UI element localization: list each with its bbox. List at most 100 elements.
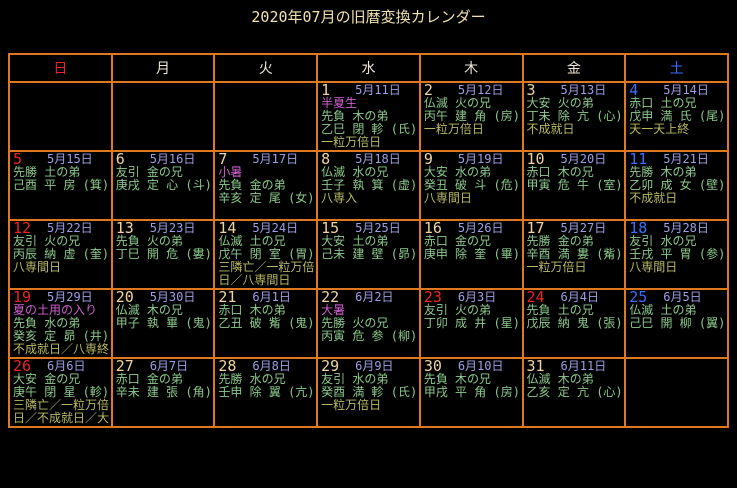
day-number: 9 bbox=[423, 151, 433, 168]
day-cell-11: 11 5月21日 先勝 木の弟 乙卯 成 女 (壁) 不成就日 bbox=[624, 150, 729, 221]
day-header-line: 22 6月2日 bbox=[321, 289, 418, 306]
day-header-line: 20 5月30日 bbox=[116, 290, 213, 305]
empty-day-cell bbox=[8, 81, 113, 152]
lunar-calendar-table: 日 月 火 水 木 金 土 1 5月11日 半夏生 先負 木の弟 乙巳 閉 軫 (氏) 一… bbox=[8, 53, 729, 428]
rokuyo-line: 先負 木の弟 bbox=[321, 109, 389, 123]
calendar-week-row: 12 5月22日 友引 火の兄 丙辰 納 虚 (奎) 八専間日 13 5月23日 先負 火の弟… bbox=[8, 219, 729, 290]
day-number: 11 bbox=[629, 151, 648, 168]
eto-line: 辛未 建 張 (角) bbox=[115, 385, 212, 399]
calendar-week-row: 5 5月15日 先勝 土の弟 己酉 平 房 (箕) 6 5月16日 友引 金の兄 庚戌 定 心… bbox=[8, 150, 729, 221]
day-header-line: 6 5月16日 bbox=[115, 151, 213, 168]
lunar-date: 6月5日 bbox=[663, 290, 702, 304]
day-header-line: 25 6月5日 bbox=[629, 289, 726, 306]
eto-line: 癸酉 満 軫 (氏) bbox=[321, 385, 418, 399]
day-header-line: 13 5月23日 bbox=[116, 221, 213, 236]
rokuyo-line: 先負 土の兄 bbox=[526, 303, 594, 317]
calendar-week-row: 26 6月6日 大安 金の兄 庚午 閉 星 (軫) 三隣亡／一粒万倍日／不成就日／大 27… bbox=[8, 357, 729, 428]
day-number: 6 bbox=[115, 151, 125, 168]
day-header-line: 29 6月9日 bbox=[321, 358, 418, 375]
rokuyo-line: 友引 金の兄 bbox=[115, 165, 183, 179]
lunar-date: 5月22日 bbox=[47, 221, 93, 235]
day-number: 10 bbox=[526, 151, 545, 168]
day-header-line: 14 5月24日 bbox=[218, 222, 315, 236]
lunar-date: 6月11日 bbox=[560, 359, 607, 373]
rokuyo-line: 先勝 水の兄 bbox=[218, 372, 286, 386]
eto-line: 壬申 除 翼 (亢) bbox=[218, 385, 315, 399]
rokuyo-line: 友引 火の弟 bbox=[423, 303, 492, 317]
lunar-date: 5月28日 bbox=[663, 221, 709, 235]
day-number: 4 bbox=[629, 82, 639, 99]
lunar-date: 5月17日 bbox=[252, 152, 299, 166]
day-header-line: 17 5月27日 bbox=[526, 220, 624, 237]
day-cell-2: 2 5月12日 仏滅 火の兄 丙午 建 角 (房) 一粒万倍日 bbox=[418, 81, 524, 152]
lunar-date: 5月23日 bbox=[149, 221, 196, 235]
day-number: 15 bbox=[321, 220, 340, 237]
weekday-fri: 金 bbox=[521, 53, 627, 83]
weekday-thu: 木 bbox=[418, 53, 524, 83]
day-cell-4: 4 5月14日 赤口 土の兄 戊申 満 氏 (尾) 天一天上終 bbox=[624, 81, 729, 152]
eto-line: 戊申 満 氏 (尾) bbox=[629, 109, 726, 123]
day-number: 7 bbox=[218, 151, 228, 168]
day-number: 17 bbox=[526, 220, 545, 237]
lunar-date: 5月11日 bbox=[355, 83, 401, 97]
day-header-line: 12 5月22日 bbox=[13, 221, 110, 236]
notes-line: 三隣亡／一粒万倍日／八専間日 bbox=[218, 260, 315, 287]
day-cell-10: 10 5月20日 赤口 木の兄 甲寅 危 牛 (室) bbox=[521, 150, 627, 221]
day-cell-25: 25 6月5日 仏滅 土の弟 己巳 開 柳 (翼) bbox=[624, 288, 729, 359]
eto-line: 丁卯 成 井 (星) bbox=[423, 316, 520, 330]
day-header-line: 9 5月19日 bbox=[423, 151, 521, 168]
eto-line: 庚午 閉 星 (軫) bbox=[13, 385, 110, 399]
lunar-date: 6月2日 bbox=[355, 290, 394, 304]
day-number: 25 bbox=[629, 289, 648, 306]
day-cell-21: 21 6月1日 赤口 木の弟 乙丑 破 觜 (鬼) bbox=[213, 288, 319, 359]
eto-line: 丙午 建 角 (房) bbox=[423, 109, 520, 123]
day-cell-17: 17 5月27日 先勝 金の弟 辛酉 満 婁 (觜) 一粒万倍日 bbox=[521, 219, 627, 290]
day-header-line: 15 5月25日 bbox=[321, 220, 418, 237]
eto-line: 壬戌 平 胃 (参) bbox=[629, 247, 726, 261]
lunar-date: 5月26日 bbox=[457, 221, 504, 235]
day-cell-22: 22 6月2日 大暑 先勝 火の兄 丙寅 危 参 (柳) bbox=[316, 288, 421, 359]
rokuyo-line: 仏滅 木の兄 bbox=[115, 303, 183, 317]
empty-day-cell bbox=[624, 357, 729, 428]
day-number: 2 bbox=[423, 82, 433, 99]
day-header-line: 18 5月28日 bbox=[629, 220, 726, 237]
day-number: 26 bbox=[13, 358, 32, 375]
day-number: 16 bbox=[423, 220, 442, 237]
lunar-date: 5月27日 bbox=[560, 221, 607, 235]
notes-line: 八専間日 bbox=[423, 191, 472, 205]
seasonal-term: 半夏生 bbox=[321, 96, 358, 110]
day-header-line: 7 5月17日 bbox=[218, 151, 315, 168]
day-number: 31 bbox=[526, 358, 545, 375]
day-number: 22 bbox=[321, 289, 340, 306]
rokuyo-line: 先勝 土の弟 bbox=[13, 165, 81, 179]
day-number: 24 bbox=[526, 289, 545, 306]
day-number: 27 bbox=[115, 358, 134, 375]
eto-line: 戊辰 納 鬼 (張) bbox=[526, 316, 623, 330]
day-number: 3 bbox=[526, 82, 536, 99]
notes-line: 不成就日／八専終 bbox=[13, 342, 110, 356]
day-number: 29 bbox=[321, 358, 340, 375]
lunar-date: 6月7日 bbox=[149, 359, 189, 373]
eto-line: 丁未 除 亢 (心) bbox=[526, 109, 623, 123]
day-cell-5: 5 5月15日 先勝 土の弟 己酉 平 房 (箕) bbox=[8, 150, 113, 221]
eto-line: 戊午 閉 室 (胃) bbox=[218, 247, 315, 261]
day-number: 18 bbox=[629, 220, 648, 237]
rokuyo-line: 先勝 金の弟 bbox=[526, 234, 594, 248]
lunar-date: 5月20日 bbox=[560, 152, 607, 166]
eto-line: 乙卯 成 女 (壁) bbox=[629, 178, 726, 192]
rokuyo-line: 赤口 金の弟 bbox=[115, 372, 183, 386]
rokuyo-line: 友引 水の兄 bbox=[629, 234, 697, 248]
lunar-date: 5月19日 bbox=[457, 152, 504, 166]
eto-line: 甲子 執 畢 (鬼) bbox=[115, 316, 212, 330]
calendar-week-row: 19 5月29日 夏の土用の入り 先負 水の弟 癸亥 定 昴 (井) 不成就日／八専終 20… bbox=[8, 288, 729, 359]
day-header-line: 30 6月10日 bbox=[424, 360, 521, 374]
eto-line: 乙巳 閉 軫 (氏) bbox=[321, 122, 418, 136]
seasonal-term: 小暑 bbox=[218, 165, 243, 179]
day-header-line: 23 6月3日 bbox=[424, 291, 521, 305]
rokuyo-line: 先勝 木の弟 bbox=[629, 165, 697, 179]
day-cell-7: 7 5月17日 小暑 先負 金の弟 辛亥 定 尾 (女) bbox=[213, 150, 319, 221]
day-header-line: 5 5月15日 bbox=[13, 153, 110, 167]
day-header-line: 31 6月11日 bbox=[526, 358, 624, 375]
weekday-mon: 月 bbox=[110, 53, 216, 83]
lunar-date: 5月30日 bbox=[149, 290, 196, 304]
